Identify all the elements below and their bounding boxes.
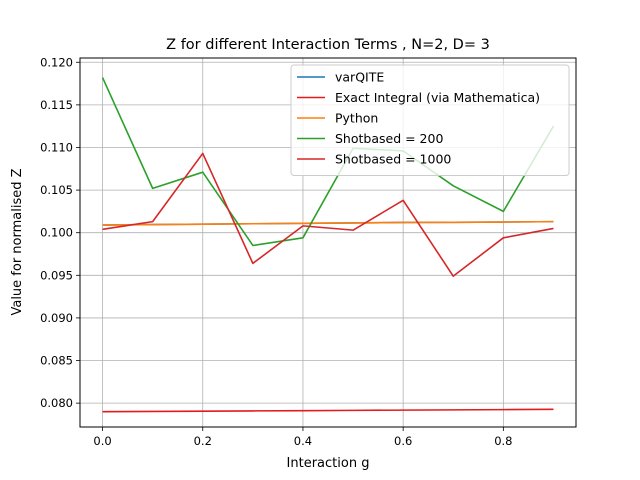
y-axis-label: Value for normalised Z <box>10 168 25 315</box>
y-tick-label: 0.080 <box>40 396 73 410</box>
series-line-3 <box>101 77 555 247</box>
legend-label-0: varQITE <box>335 70 384 85</box>
legend: varQITE Exact Integral (via Mathematica) P… <box>290 64 570 176</box>
x-tick-label: 0.2 <box>194 434 212 448</box>
series-line-2 <box>102 220 554 226</box>
y-tick-label: 0.090 <box>40 311 73 325</box>
x-axis-ticks: 0.0 0.2 0.4 0.6 0.8 <box>93 427 513 448</box>
series-line-4 <box>102 152 554 277</box>
legend-label-4: Shotbased = 1000 <box>335 152 451 167</box>
series-line-1 <box>102 408 554 413</box>
x-tick-label: 0.6 <box>394 434 412 448</box>
y-axis-ticks: 0.080 0.085 0.090 0.095 0.100 0.105 0.110 0.115… <box>40 55 80 410</box>
legend-label-3: Shotbased = 200 <box>335 131 443 146</box>
y-tick-label: 0.085 <box>40 354 73 368</box>
series-lines <box>101 77 555 413</box>
plot-frame <box>79 57 577 428</box>
x-axis-label: Interaction g <box>287 456 370 471</box>
y-tick-label: 0.110 <box>40 140 73 154</box>
x-tick-label: 0.8 <box>494 434 512 448</box>
x-tick-label: 0.4 <box>294 434 312 448</box>
y-tick-label: 0.095 <box>40 268 73 282</box>
x-tick-label: 0.0 <box>93 434 111 448</box>
y-tick-label: 0.120 <box>40 55 73 69</box>
y-tick-label: 0.100 <box>40 226 73 240</box>
legend-label-1: Exact Integral (via Mathematica) <box>335 90 540 105</box>
legend-label-2: Python <box>335 111 378 126</box>
legend-box <box>290 64 570 176</box>
y-tick-label: 0.105 <box>40 183 73 197</box>
chart-title: Z for different Interaction Terms , N=2,… <box>166 37 490 53</box>
y-tick-label: 0.115 <box>40 98 73 112</box>
